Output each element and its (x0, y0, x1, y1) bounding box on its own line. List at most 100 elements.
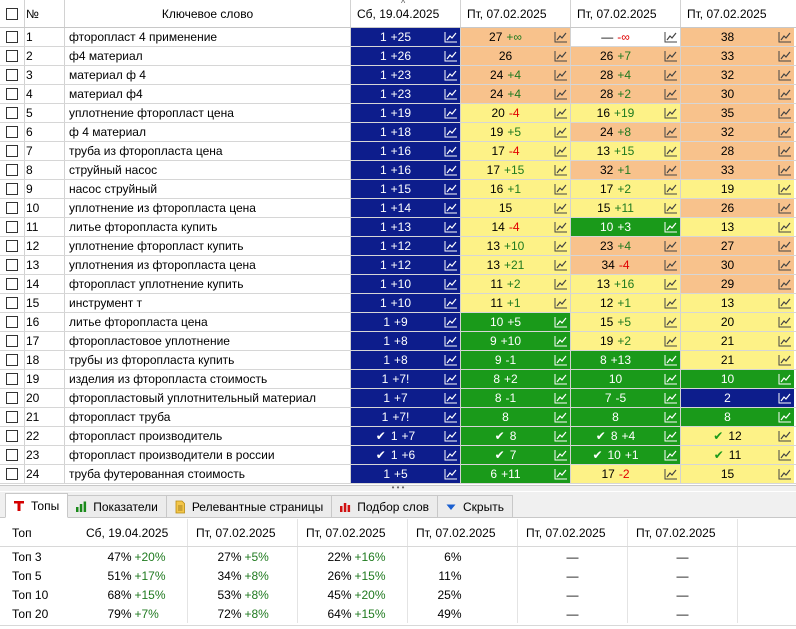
position-cell[interactable]: 26 +7 (571, 47, 681, 65)
row-checkbox-cell[interactable] (0, 85, 25, 103)
chart-icon[interactable] (662, 294, 680, 312)
chart-icon[interactable] (776, 408, 794, 426)
position-cell[interactable]: 9 -1 (461, 351, 571, 369)
position-cell[interactable]: ✔ 1 +6 (351, 446, 461, 464)
row-checkbox[interactable] (6, 164, 18, 176)
position-cell[interactable]: ✔ 11 (681, 446, 794, 464)
chart-icon[interactable] (442, 104, 460, 122)
chart-icon[interactable] (776, 256, 794, 274)
position-cell[interactable]: 30 (681, 85, 794, 103)
row-keyword[interactable]: фторопласт производитель (65, 427, 351, 445)
row-keyword[interactable]: струйный насос (65, 161, 351, 179)
chart-icon[interactable] (442, 389, 460, 407)
chart-icon[interactable] (662, 218, 680, 236)
row-keyword[interactable]: фторопластовое уплотнение (65, 332, 351, 350)
chart-icon[interactable] (662, 104, 680, 122)
chart-icon[interactable] (552, 370, 570, 388)
chart-icon[interactable] (776, 47, 794, 65)
chart-icon[interactable] (662, 237, 680, 255)
position-cell[interactable]: 9 +10 (461, 332, 571, 350)
table-row[interactable]: 20 фторопластовый уплотнительный материал… (0, 389, 796, 408)
position-cell[interactable]: 15 +11 (571, 199, 681, 217)
position-cell[interactable]: 1 +16 (351, 142, 461, 160)
position-cell[interactable]: 13 +21 (461, 256, 571, 274)
row-keyword[interactable]: инструмент т (65, 294, 351, 312)
position-cell[interactable]: 29 (681, 275, 794, 293)
chart-icon[interactable] (776, 446, 794, 464)
table-row[interactable]: 9 насос струйный 1 +15 16 +1 17 +2 19 (0, 180, 796, 199)
row-checkbox-cell[interactable] (0, 28, 25, 46)
table-row[interactable]: 18 трубы из фторопласта купить 1 +8 9 -1 8 +13 2… (0, 351, 796, 370)
table-row[interactable]: 3 материал ф 4 1 +23 24 +4 28 +4 32 (0, 66, 796, 85)
chart-icon[interactable] (776, 66, 794, 84)
position-cell[interactable]: 26 (461, 47, 571, 65)
chart-icon[interactable] (776, 332, 794, 350)
table-row[interactable]: 17 фторопластовое уплотнение 1 +8 9 +10 19 +2 21 (0, 332, 796, 351)
table-row[interactable]: 8 струйный насос 1 +16 17 +15 32 +1 33 (0, 161, 796, 180)
chart-icon[interactable] (662, 408, 680, 426)
table-row[interactable]: 10 уплотнение из фторопласта цена 1 +14 15 15… (0, 199, 796, 218)
chart-icon[interactable] (776, 142, 794, 160)
chart-icon[interactable] (776, 237, 794, 255)
row-keyword[interactable]: фторопласт производители в россии (65, 446, 351, 464)
position-cell[interactable]: 32 +1 (571, 161, 681, 179)
position-cell[interactable]: 16 +1 (461, 180, 571, 198)
chart-icon[interactable] (662, 47, 680, 65)
chart-icon[interactable] (552, 123, 570, 141)
chart-icon[interactable] (442, 47, 460, 65)
table-row[interactable]: 13 уплотнения из фторопласта цена 1 +12 13 +2… (0, 256, 796, 275)
chart-icon[interactable] (776, 294, 794, 312)
position-cell[interactable]: 10 (571, 370, 681, 388)
chart-icon[interactable] (662, 66, 680, 84)
row-keyword[interactable]: фторопласт уплотнение купить (65, 275, 351, 293)
chart-icon[interactable] (442, 313, 460, 331)
position-cell[interactable]: 15 +5 (571, 313, 681, 331)
chart-icon[interactable] (776, 85, 794, 103)
row-checkbox-cell[interactable] (0, 275, 25, 293)
position-cell[interactable]: ✔ 10 +1 (571, 446, 681, 464)
row-checkbox-cell[interactable] (0, 161, 25, 179)
table-row[interactable]: 4 материал ф4 1 +23 24 +4 28 +2 30 (0, 85, 796, 104)
chart-icon[interactable] (776, 370, 794, 388)
position-cell[interactable]: 8 (571, 408, 681, 426)
chart-icon[interactable] (662, 370, 680, 388)
position-cell[interactable]: 13 +16 (571, 275, 681, 293)
row-checkbox[interactable] (6, 50, 18, 62)
row-checkbox-cell[interactable] (0, 104, 25, 122)
row-checkbox-cell[interactable] (0, 47, 25, 65)
row-checkbox-cell[interactable] (0, 446, 25, 464)
row-checkbox-cell[interactable] (0, 237, 25, 255)
position-cell[interactable]: 12 +1 (571, 294, 681, 312)
position-cell[interactable]: 21 (681, 332, 794, 350)
position-cell[interactable]: 16 +19 (571, 104, 681, 122)
position-cell[interactable]: 17 -2 (571, 465, 681, 483)
chart-icon[interactable] (776, 123, 794, 141)
position-cell[interactable]: 1 +23 (351, 85, 461, 103)
row-checkbox-cell[interactable] (0, 313, 25, 331)
row-checkbox[interactable] (6, 354, 18, 366)
position-cell[interactable]: 1 +19 (351, 104, 461, 122)
chart-icon[interactable] (442, 256, 460, 274)
position-cell[interactable]: 38 (681, 28, 794, 46)
row-checkbox[interactable] (6, 240, 18, 252)
chart-icon[interactable] (442, 427, 460, 445)
position-cell[interactable]: 10 +3 (571, 218, 681, 236)
chart-icon[interactable] (776, 275, 794, 293)
position-cell[interactable]: 10 +5 (461, 313, 571, 331)
chart-icon[interactable] (552, 66, 570, 84)
position-cell[interactable]: 35 (681, 104, 794, 122)
chart-icon[interactable] (552, 446, 570, 464)
position-cell[interactable]: 30 (681, 256, 794, 274)
position-cell[interactable]: 1 +12 (351, 256, 461, 274)
date-column-header-3[interactable]: Пт, 07.02.2025 (571, 0, 681, 27)
panel-splitter[interactable]: • • • (0, 484, 796, 492)
position-cell[interactable]: 15 (681, 465, 794, 483)
position-cell[interactable]: 13 (681, 294, 794, 312)
chart-icon[interactable] (552, 237, 570, 255)
chart-icon[interactable] (442, 66, 460, 84)
row-checkbox-cell[interactable] (0, 142, 25, 160)
chart-icon[interactable] (552, 294, 570, 312)
date-column-header-4[interactable]: Пт, 07.02.2025 (687, 6, 767, 21)
row-checkbox[interactable] (6, 278, 18, 290)
chart-icon[interactable] (552, 199, 570, 217)
